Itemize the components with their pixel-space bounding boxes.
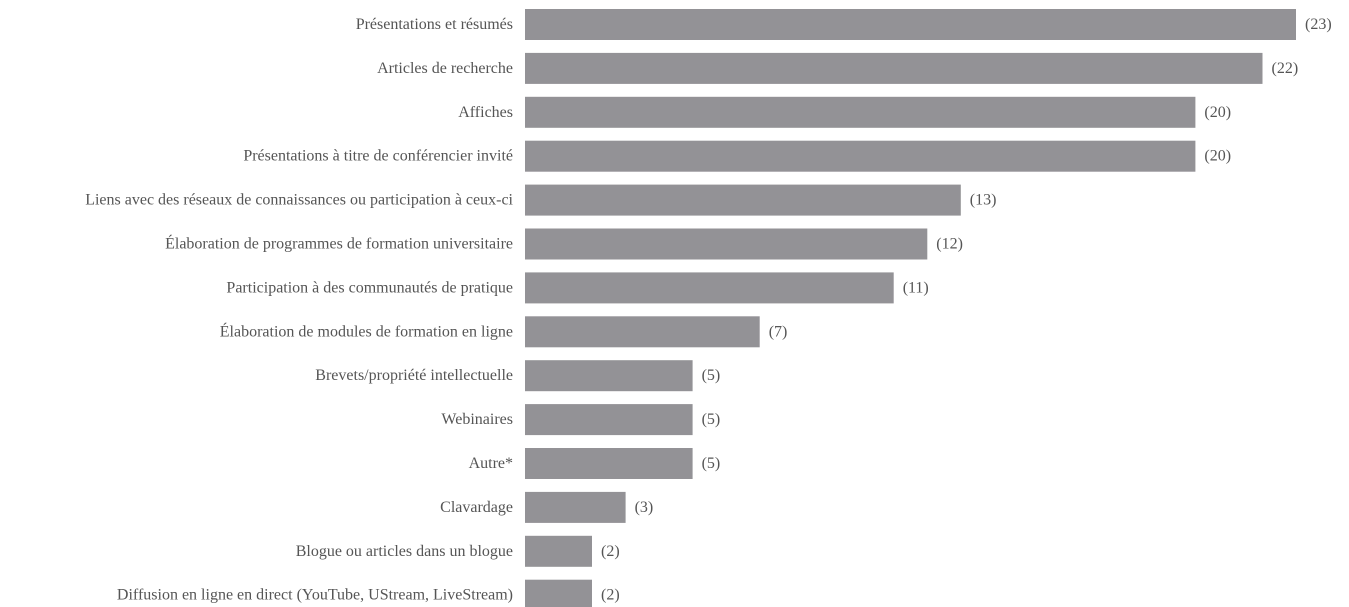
bar-2 — [525, 52, 1263, 84]
value-label-1: (23) — [1305, 16, 1332, 33]
value-label-11: (5) — [702, 455, 721, 472]
value-label-10: (5) — [702, 411, 721, 428]
bar-13 — [525, 535, 592, 567]
bar-1 — [525, 9, 1296, 40]
bar-12 — [525, 491, 626, 523]
value-label-13: (2) — [601, 543, 620, 560]
value-labels-group: (23) (22) (20) (20) (13) (12) (11) (7) (5) (5) (5)… — [601, 16, 1332, 604]
category-label-11: Autre* — [469, 455, 513, 472]
value-label-12: (3) — [635, 499, 654, 516]
bar-14 — [525, 579, 592, 607]
value-label-9: (5) — [702, 367, 721, 384]
bar-11 — [525, 448, 693, 479]
category-labels-group: Présentations et résumés Articles de rech… — [85, 16, 513, 604]
category-label-14: Diffusion en ligne en direct (YouTube, U… — [117, 587, 513, 604]
category-label-1: Présentations et résumés — [356, 16, 513, 33]
value-label-7: (11) — [903, 279, 929, 296]
category-label-5: Liens avec des réseaux de connaissances … — [85, 192, 513, 209]
category-label-8: Élaboration de modules de formation en l… — [220, 321, 513, 340]
category-label-4: Présentations à titre de conférencier in… — [243, 148, 513, 165]
category-label-9: Brevets/propriété intellectuelle — [315, 367, 513, 384]
bar-9 — [525, 360, 693, 392]
value-label-3: (20) — [1204, 104, 1231, 121]
value-label-6: (12) — [936, 236, 963, 253]
bar-6 — [525, 228, 928, 260]
bar-5 — [525, 184, 961, 216]
category-label-12: Clavardage — [440, 499, 513, 516]
value-label-14: (2) — [601, 587, 620, 604]
value-label-5: (13) — [970, 192, 997, 209]
category-label-3: Affiches — [458, 104, 513, 121]
bar-8 — [525, 316, 760, 348]
bar-10 — [525, 404, 693, 436]
category-label-10: Webinaires — [441, 411, 513, 428]
bar-3 — [525, 96, 1196, 128]
category-label-13: Blogue ou articles dans un blogue — [296, 543, 513, 560]
value-label-2: (22) — [1272, 60, 1299, 77]
category-label-7: Participation à des communautés de prati… — [226, 279, 513, 296]
bar-4 — [525, 140, 1196, 172]
value-label-8: (7) — [769, 323, 788, 340]
bars-group — [525, 9, 1296, 607]
bar-7 — [525, 272, 894, 304]
value-label-4: (20) — [1204, 148, 1231, 165]
category-label-6: Élaboration de programmes de formation u… — [165, 234, 513, 253]
category-label-2: Articles de recherche — [377, 60, 513, 77]
